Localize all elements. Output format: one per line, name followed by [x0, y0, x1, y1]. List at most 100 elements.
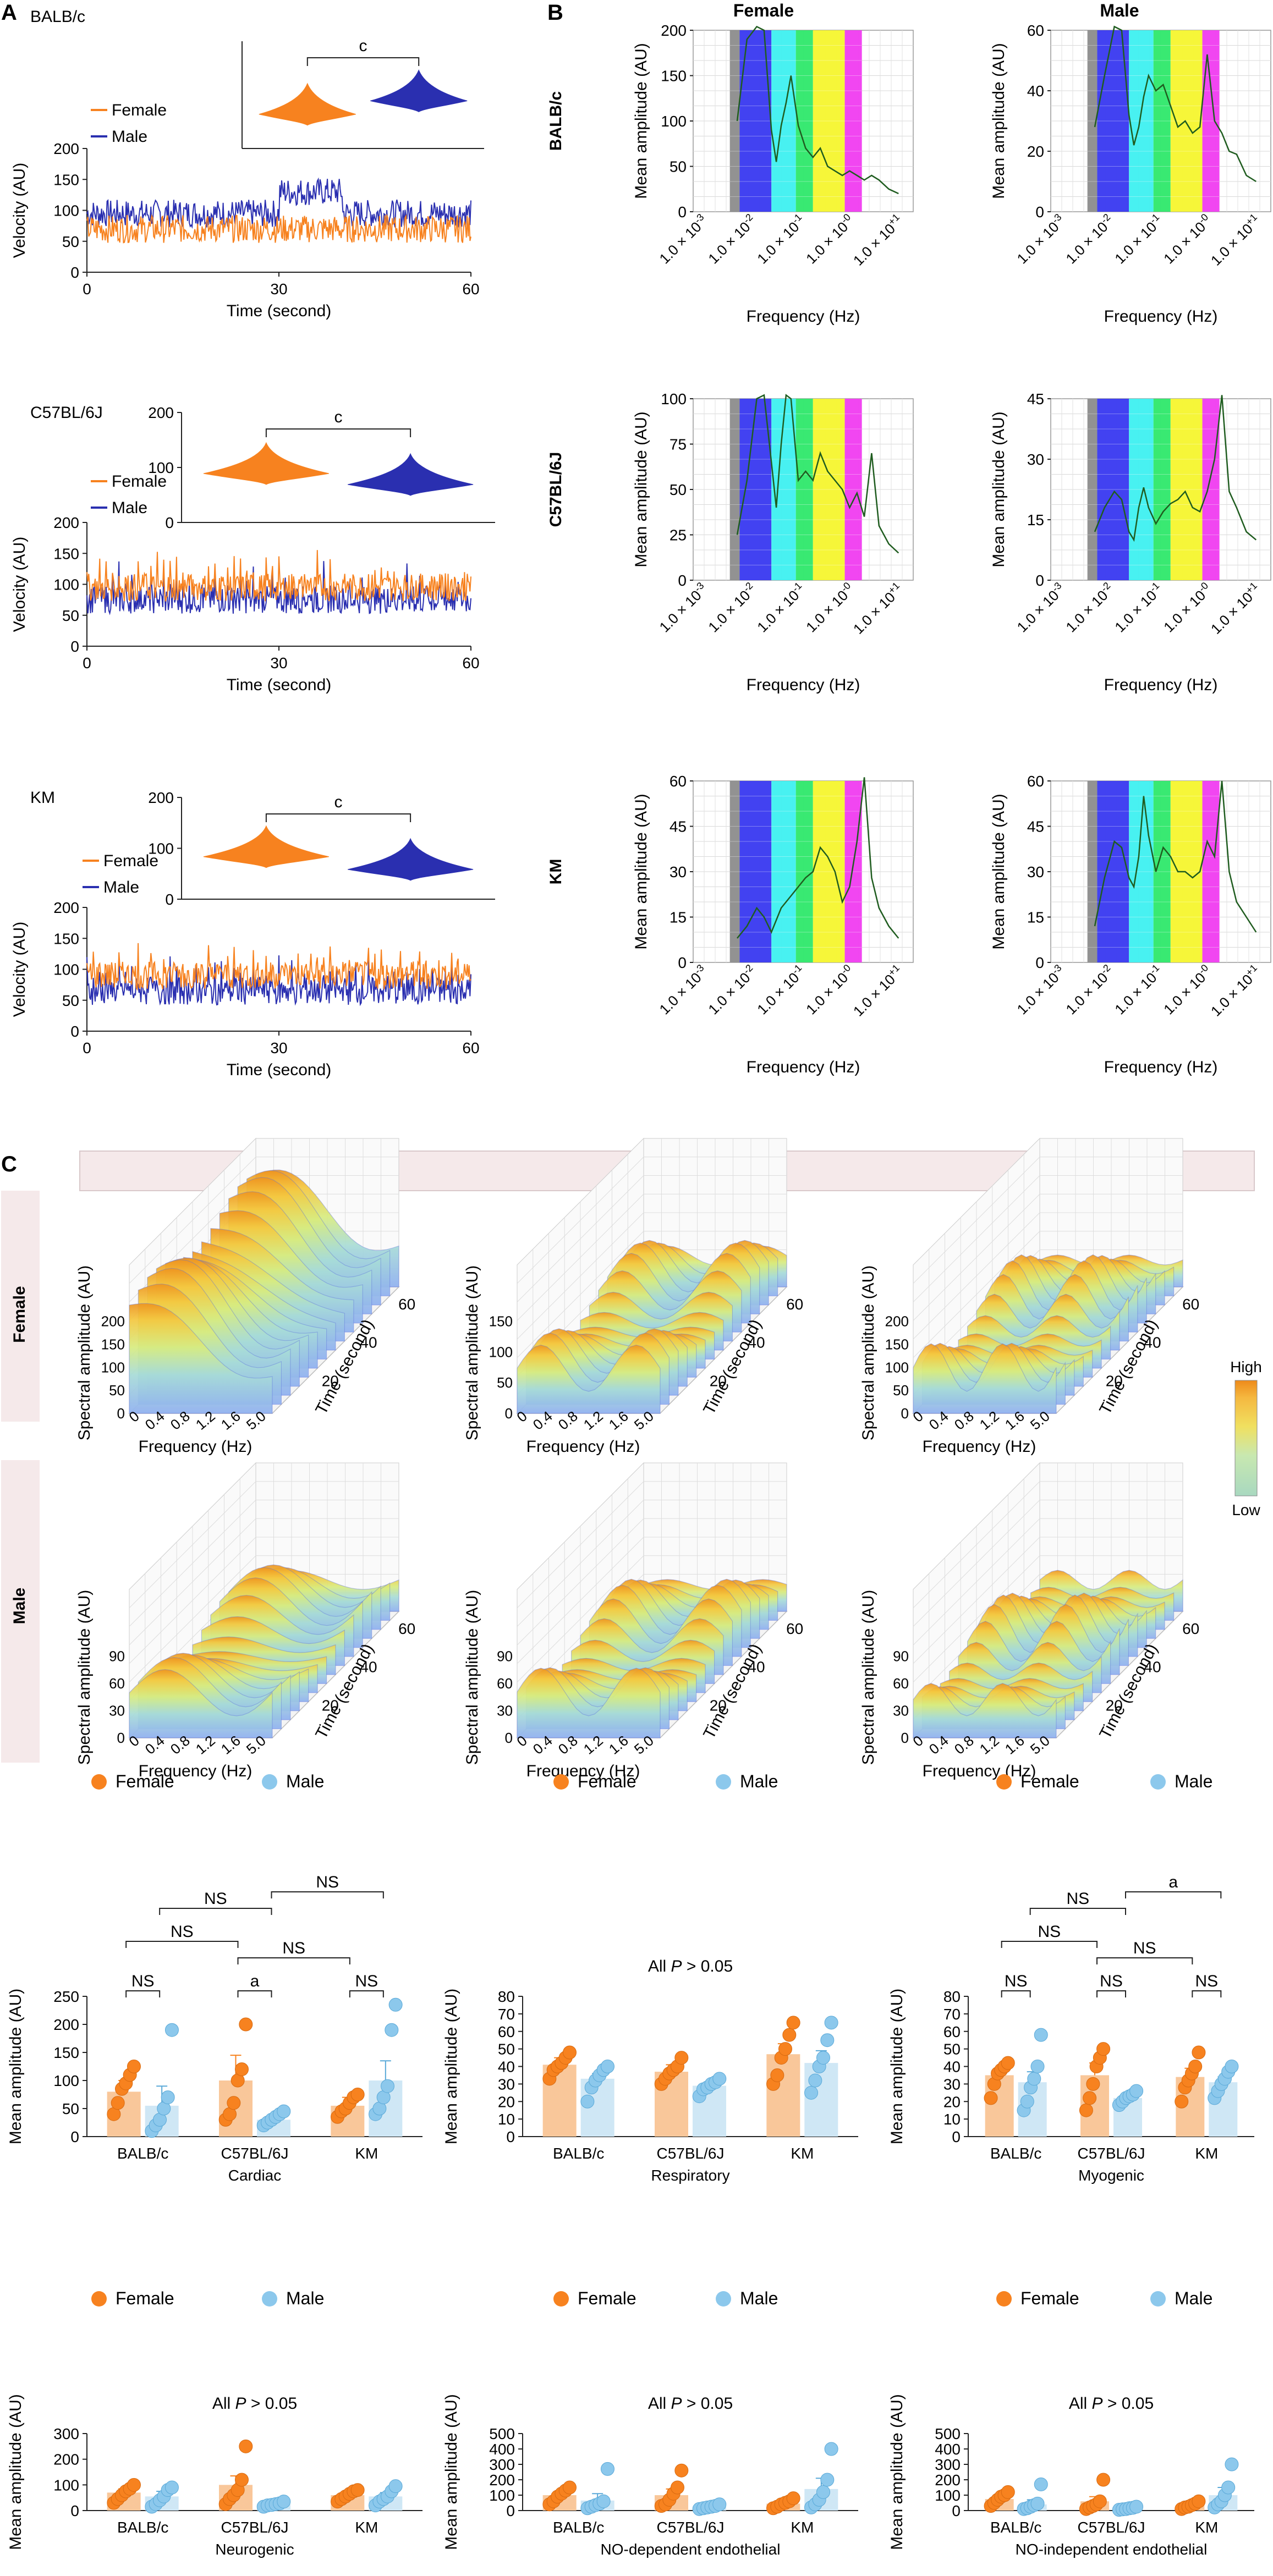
z-tick-label: 60 — [109, 1675, 125, 1692]
legend-male-label: Male — [740, 2288, 778, 2308]
x-tick-label: 1.0 × 10-2 — [704, 212, 760, 267]
colorbar — [1235, 1380, 1257, 1496]
z-tick-label: 200 — [885, 1313, 909, 1330]
y-axis-label: Mean amplitude (AU) — [7, 2394, 25, 2550]
category-label: C57BL/6J — [1078, 2519, 1145, 2536]
between-strain-bracket-label: NS — [204, 1890, 227, 1908]
y-tick-label: 200 — [489, 2472, 515, 2489]
category-label: BALB/c — [990, 2519, 1041, 2536]
y-tick-label: 300 — [935, 2456, 961, 2473]
column-title-female: Female — [733, 1, 794, 20]
data-point-male — [816, 2051, 830, 2065]
time-tick-label: 60 — [786, 1620, 803, 1637]
data-point-female — [671, 2481, 684, 2494]
x-tick-label: 60 — [462, 1039, 479, 1056]
frequency-axis-label: Frequency (Hz) — [923, 1438, 1036, 1456]
y-axis-label: Mean amplitude (AU) — [632, 43, 650, 199]
z-tick-label: 50 — [893, 1382, 909, 1399]
strain-label: KM — [30, 789, 55, 807]
x-tick-label: 30 — [270, 1039, 287, 1056]
y-axis-label: Mean amplitude (AU) — [990, 794, 1008, 949]
data-point-male — [821, 2473, 834, 2486]
z-tick-label: 0 — [505, 1730, 513, 1746]
row-label-male: Male — [10, 1588, 29, 1625]
data-point-male — [161, 2091, 174, 2104]
x-tick-label: 1.0 × 10-2 — [704, 580, 760, 636]
time-tick-label: 60 — [398, 1620, 415, 1637]
panel-b: Female MaleBALB/c050100150200Mean amplitu… — [547, 1, 1271, 1076]
y-tick-label: 20 — [1027, 143, 1044, 160]
y-tick-label: 40 — [1027, 82, 1044, 100]
y-tick-label: 30 — [1027, 863, 1044, 880]
y-tick-label: 70 — [943, 2006, 961, 2023]
data-point-male — [601, 2462, 614, 2475]
y-tick-label: 0 — [70, 264, 79, 281]
within-strain-bracket — [1192, 1991, 1221, 1997]
y-tick-label: 30 — [670, 863, 687, 880]
y-tick-label: 10 — [943, 2111, 961, 2128]
between-strain-bracket — [1097, 1958, 1192, 1964]
legend-female-dot — [553, 1774, 569, 1790]
y-tick-label: 15 — [1027, 511, 1044, 529]
within-strain-bracket-label: NS — [131, 1972, 155, 1990]
x-tick-base: 1.0 × 10 — [1160, 969, 1209, 1017]
group-label: Myogenic — [1078, 2167, 1144, 2184]
within-strain-bracket-label: NS — [1100, 1972, 1123, 1990]
x-tick-label: 1.0 × 10-1 — [1111, 962, 1166, 1018]
y-tick-label: 100 — [53, 2476, 79, 2494]
female-violin — [204, 443, 329, 485]
y-tick-label: 150 — [53, 930, 79, 947]
p-threshold: > 0.05 — [1103, 2395, 1154, 2413]
y-tick-label: 300 — [53, 2425, 79, 2442]
data-point-female — [351, 2088, 364, 2101]
y-tick-label: 80 — [498, 1988, 515, 2005]
x-tick-label: 1.0 × 10-0 — [802, 212, 858, 267]
x-tick-label: 1.0 × 10-1 — [1111, 212, 1166, 267]
category-label: C57BL/6J — [657, 2145, 725, 2162]
x-tick-base: 1.0 × 10 — [754, 969, 802, 1017]
legend-female-label: Female — [116, 2288, 174, 2308]
data-point-female — [235, 2063, 248, 2076]
x-tick-label: 1.0 × 10+1 — [849, 212, 906, 269]
y-axis-label: Mean amplitude (AU) — [632, 411, 650, 567]
data-point-male — [825, 2016, 838, 2029]
z-axis-label: Spectral amplitude (AU) — [859, 1265, 877, 1440]
z-axis-label: Spectral amplitude (AU) — [75, 1265, 94, 1440]
y-tick-label: 0 — [506, 2502, 515, 2519]
z-tick-label: 60 — [893, 1675, 909, 1692]
x-tick-base: 1.0 × 10 — [850, 971, 898, 1020]
y-tick-label: 100 — [53, 961, 79, 978]
y-tick-label: 200 — [53, 140, 79, 157]
y-tick-label: 60 — [498, 2023, 515, 2040]
y-tick-label: 100 — [53, 2072, 79, 2089]
x-tick-label: 1.0 × 10-2 — [1062, 580, 1117, 636]
between-strain-bracket-label: a — [1168, 1873, 1178, 1891]
z-tick-label: 200 — [101, 1313, 125, 1330]
data-point-male — [809, 2074, 822, 2087]
data-point-female — [227, 2096, 240, 2110]
all-p-annotation: All P > 0.05 — [1069, 2395, 1154, 2413]
data-point-female — [1001, 2485, 1014, 2498]
between-strain-bracket — [1030, 1908, 1126, 1915]
panel-letter-a: A — [1, 1, 17, 25]
y-axis-label: Velocity (AU) — [10, 922, 29, 1017]
data-point-male — [1222, 2481, 1235, 2494]
y-axis-label: Mean amplitude (AU) — [442, 1989, 460, 2144]
bar-female — [766, 2054, 800, 2137]
x-tick-base: 1.0 × 10 — [850, 589, 898, 637]
legend-male-label: Male — [112, 499, 147, 517]
y-tick-label: 60 — [1027, 22, 1044, 39]
legend-male-label: Male — [286, 1771, 324, 1791]
x-tick-base: 1.0 × 10 — [1062, 218, 1111, 267]
y-axis-label: Mean amplitude (AU) — [990, 43, 1008, 199]
z-tick-label: 100 — [885, 1359, 909, 1375]
significance-bracket — [266, 429, 410, 437]
category-label: BALB/c — [117, 2519, 168, 2536]
significance-label: c — [334, 793, 343, 811]
data-point-female — [675, 2051, 688, 2065]
data-point-male — [385, 2023, 398, 2036]
between-strain-bracket-label: NS — [1066, 1890, 1089, 1908]
z-tick-label: 150 — [101, 1336, 125, 1352]
y-tick-label: 20 — [943, 2093, 961, 2110]
y-axis-label: Mean amplitude (AU) — [888, 1989, 906, 2144]
